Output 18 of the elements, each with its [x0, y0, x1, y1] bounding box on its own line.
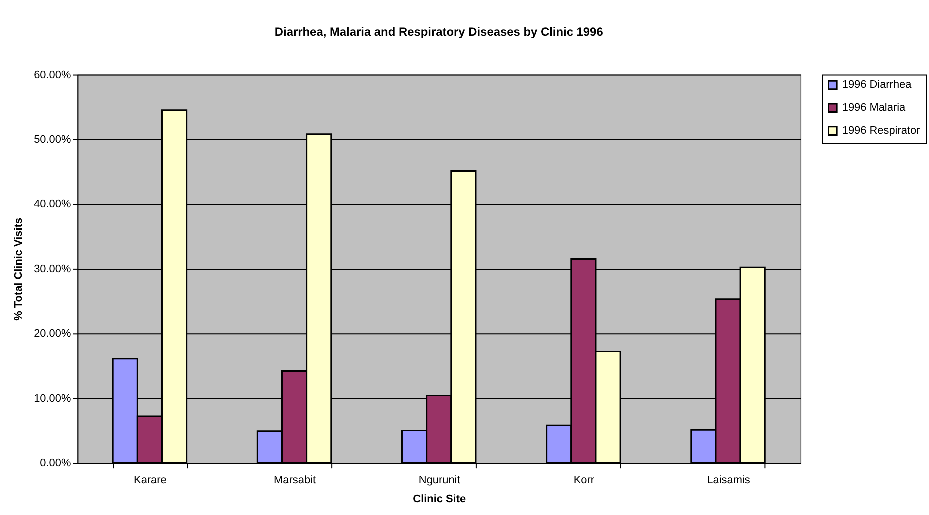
- x-tick-label: Korr: [574, 474, 595, 487]
- y-tick-label: 50.00%: [34, 134, 72, 146]
- legend-label: 1996 Diarrhea: [842, 79, 913, 92]
- y-tick-label: 30.00%: [34, 263, 72, 276]
- legend-label: 1996 Respirator: [842, 125, 921, 138]
- y-tick-label: 40.00%: [34, 198, 72, 211]
- y-axis-title: % Total Clinic Visits: [13, 218, 26, 321]
- x-tick-label: Ngurunit: [418, 474, 460, 487]
- x-tick-label: Karare: [134, 474, 167, 487]
- y-tick-label: 0.00%: [40, 458, 72, 470]
- y-tick-label: 10.00%: [34, 392, 72, 405]
- chart-title: Diarrhea, Malaria and Respiratory Diseases by Clinic 1996: [274, 24, 604, 39]
- x-tick-label: Marsabit: [274, 474, 316, 487]
- x-tick-label: Laisamis: [707, 474, 751, 487]
- x-axis-title: Clinic Site: [413, 493, 466, 506]
- y-tick-label: 20.00%: [34, 328, 72, 340]
- y-tick-label: 60.00%: [34, 69, 72, 82]
- legend-label: 1996 Malaria: [842, 102, 907, 114]
